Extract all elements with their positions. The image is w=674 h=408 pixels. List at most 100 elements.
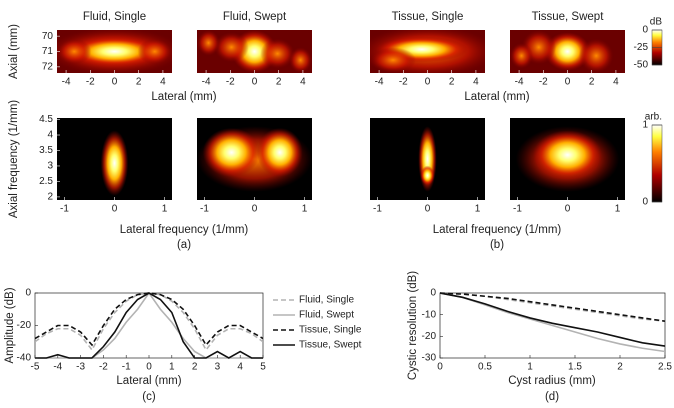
intensity-blob [421, 166, 435, 186]
x-tick-label: -1 [60, 204, 69, 215]
intensity-blob [57, 39, 92, 65]
colorbar-title: arb. [645, 112, 662, 123]
x-tick-label: 5 [260, 362, 266, 373]
y-tick-label: 4.5 [39, 114, 53, 125]
y-tick-label: 70 [42, 31, 54, 42]
x-tick-label: 0 [252, 77, 258, 88]
legend-label: Fluid, Single [299, 295, 354, 306]
panel-caption: (a) [177, 239, 191, 251]
x-tick-label: 0 [565, 77, 571, 88]
lines [35, 293, 263, 358]
intensity-blob [370, 47, 416, 73]
panel-title: Tissue, Single [392, 11, 464, 23]
x-axis-label: Lateral (mm) [464, 91, 529, 103]
y-tick-label: 72 [42, 61, 54, 72]
x-tick-label: -1 [200, 204, 209, 215]
x-axis-label: Lateral frequency (1/mm) [433, 224, 562, 236]
intensity-blob [289, 47, 312, 73]
lines [440, 293, 665, 352]
x-tick-label: 1 [302, 204, 308, 215]
x-tick-label: 1 [475, 204, 481, 215]
panel: -1 0 1 [197, 118, 312, 215]
x-tick-label: -2 [226, 77, 235, 88]
x-tick-label: -4 [53, 362, 62, 373]
x-tick-label: 4 [473, 77, 479, 88]
x-tick-label: 2.5 [658, 362, 672, 373]
y-tick-label: -20 [17, 320, 32, 331]
x-tick-label: 0 [146, 362, 152, 373]
legend-label: Tissue, Single [299, 325, 362, 336]
panel-title: Fluid, Single [83, 11, 146, 23]
x-tick-label: 0 [112, 204, 118, 215]
series-line [35, 293, 263, 350]
x-tick-label: 1.5 [568, 362, 582, 373]
image [46, 28, 184, 75]
y-tick-label: 3.5 [39, 145, 53, 156]
x-axis-label: Lateral frequency (1/mm) [120, 224, 249, 236]
x-tick-label: 2 [589, 77, 595, 88]
intensity-blob [138, 39, 173, 65]
x-tick-label: -1 [513, 204, 522, 215]
x-tick-label: 0 [565, 204, 571, 215]
intensity-blob [510, 43, 533, 69]
x-tick-label: 3 [215, 362, 221, 373]
series-line [35, 293, 263, 358]
y-tick-label: 4 [47, 130, 53, 141]
x-tick-label: 0 [112, 77, 118, 88]
x-tick-label: 0 [252, 204, 258, 215]
y-tick-label: 0 [430, 288, 436, 299]
colorbar [652, 125, 662, 202]
x-tick-label: -2 [86, 77, 95, 88]
x-tick-label: 1 [169, 362, 175, 373]
image [516, 126, 620, 192]
y-tick-label: -40 [17, 353, 32, 364]
x-tick-label: 1 [162, 204, 168, 215]
x-tick-label: -4 [515, 77, 524, 88]
x-tick-label: -5 [31, 362, 40, 373]
y-tick-label: -25 [634, 42, 649, 53]
panel-title: Fluid, Swept [223, 11, 287, 23]
x-tick-label: 0 [425, 204, 431, 215]
image [359, 26, 497, 78]
x-tick-label: -1 [122, 362, 131, 373]
legend-label: Tissue, Swept [299, 340, 362, 351]
y-tick-label: 0 [25, 288, 31, 299]
y-axis-label: Axial frequency (1/mm) [8, 100, 20, 218]
x-tick-label: -2 [99, 362, 108, 373]
panel: -1 0 1 [510, 118, 625, 215]
panel-caption: (d) [545, 391, 559, 403]
y-tick-label: 2 [47, 192, 53, 203]
panel-caption: (b) [490, 239, 504, 251]
y-tick-label: -30 [422, 353, 437, 364]
intensity-blob [260, 39, 295, 69]
panel-title: Tissue, Swept [532, 11, 605, 23]
intensity-blob [579, 39, 614, 73]
y-tick-label: 71 [42, 46, 54, 57]
figure: -4-2024707172Fluid, SingleLateral (mm)Ax… [0, 0, 674, 408]
panel: 00.511.522.50-10-20-30Cyst radius (mm)Cy… [407, 271, 672, 403]
y-tick-label: 0 [642, 25, 648, 36]
x-tick-label: -2 [399, 77, 408, 88]
x-tick-label: 0.5 [478, 362, 492, 373]
intensity-blob [203, 128, 261, 177]
y-axis-label: Amplitude (dB) [4, 287, 16, 363]
series-line [440, 293, 665, 346]
x-tick-label: 2 [192, 362, 198, 373]
x-axis-label: Lateral (mm) [116, 375, 181, 387]
panel: -4 -2 0 2 4 Tissue, Swept [510, 11, 625, 88]
series-line [440, 293, 665, 352]
x-tick-label: 1 [527, 362, 533, 373]
intensity-blob [533, 130, 602, 179]
y-axis-label: Cystic resolution (dB) [407, 271, 419, 380]
x-tick-label: -2 [539, 77, 548, 88]
x-tick-label: 1 [615, 204, 621, 215]
x-axis-label: Cyst radius (mm) [508, 375, 596, 387]
x-tick-label: -4 [62, 77, 71, 88]
x-tick-label: 2 [276, 77, 282, 88]
x-axis-label: Lateral (mm) [151, 91, 216, 103]
x-tick-label: 4 [613, 77, 619, 88]
